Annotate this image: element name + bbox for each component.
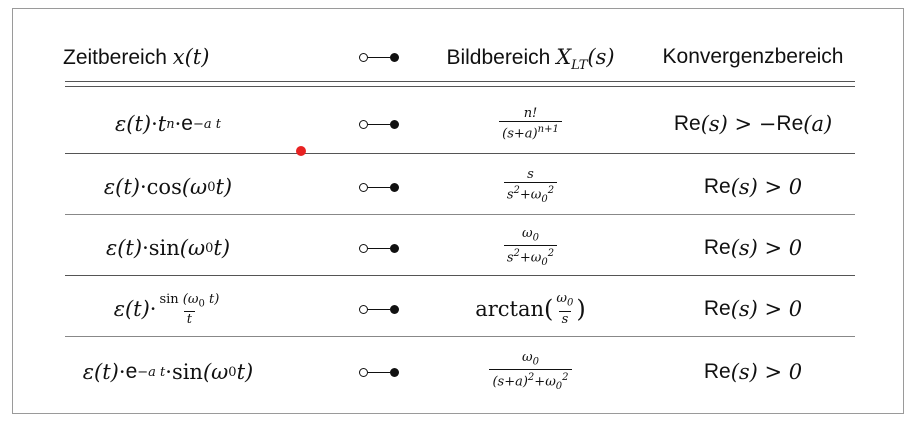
row1-num: n! <box>523 106 538 122</box>
table-row: ε(t) · sin (ω0 t) t arctan (ω0 s) Re (s) >… <box>13 279 905 339</box>
row4-image: arctan (ω0 s) <box>475 291 586 327</box>
row3-convergence: Re (s) > 0 <box>703 236 803 260</box>
row1-fraction: n! (s+a)n+1 <box>499 106 562 142</box>
row5-convergence: Re (s) > 0 <box>703 360 803 384</box>
row2-time: ε(t) · cos (ω 0 t) <box>103 175 233 199</box>
row1-image: n! (s+a)n+1 <box>423 94 638 154</box>
header-double-rule-top <box>65 81 855 82</box>
row1-dot2: · <box>174 112 182 136</box>
row-rule <box>65 336 855 337</box>
table-row: ε(t) · cos (ω 0 t) s s2+ω02 Re (s) > 0 <box>13 157 905 217</box>
row2-correspondence <box>339 157 419 217</box>
row2-fraction: s s2+ω02 <box>503 167 558 207</box>
header-image-var: X <box>556 45 572 69</box>
row5-image: ω0 (s+a)2+ω02 <box>423 342 638 402</box>
correspondence-icon <box>359 243 399 253</box>
row-rule <box>65 275 855 276</box>
header-time-var: x(t) <box>172 45 210 69</box>
row1-n: n <box>166 116 175 132</box>
correspondence-icon <box>359 182 399 192</box>
correspondence-icon <box>359 367 399 377</box>
correspondence-icon <box>359 119 399 129</box>
row2-image: s s2+ω02 <box>423 157 638 217</box>
row4-time: ε(t) · sin (ω0 t) t <box>13 279 323 339</box>
header-image-domain: Bildbereich XLT(s) <box>423 37 638 86</box>
row3-time: ε(t) · sin (ω 0 t) <box>105 236 231 260</box>
correspondence-icon <box>359 52 399 62</box>
header-image-sub: LT <box>571 58 588 74</box>
row4-fraction: ω0 s <box>556 291 574 327</box>
row1-eps: ε(t) <box>115 112 152 136</box>
row1-t: t <box>157 112 167 136</box>
row4-correspondence <box>339 279 419 339</box>
header-image-label: Bildbereich <box>446 46 551 69</box>
row3-fraction: ω0 s2+ω02 <box>503 226 558 271</box>
cursor-dot <box>296 146 306 156</box>
header-double-rule-bottom <box>65 86 855 87</box>
correspondence-icon <box>359 304 399 314</box>
row4-time-fraction: sin (ω0 t) t <box>159 291 220 328</box>
header-time-domain: Zeitbereich x(t) <box>63 37 209 78</box>
row5-correspondence <box>339 342 419 402</box>
header-convergence: Konvergenzbereich <box>662 45 844 68</box>
row1-exp: −a t <box>192 116 221 132</box>
row-rule <box>65 153 855 154</box>
table-header: Zeitbereich x(t) Bildbereich XLT(s) Konv… <box>13 37 905 77</box>
table-row: ε(t) · sin (ω 0 t) ω0 s2+ω02 Re (s) > 0 <box>13 218 905 278</box>
laplace-table: Zeitbereich x(t) Bildbereich XLT(s) Konv… <box>12 8 904 414</box>
row1-dot: · <box>151 112 158 136</box>
row5-time: ε(t) · e −a t · sin (ω 0 t) <box>82 360 254 384</box>
header-time-label: Zeitbereich <box>63 46 167 69</box>
table-row: ε(t) · e −a t · sin (ω 0 t) ω0 (s+a)2+ω02 … <box>13 342 905 402</box>
row5-fraction: ω0 (s+a)2+ω02 <box>489 350 572 395</box>
row3-image: ω0 s2+ω02 <box>423 218 638 278</box>
row1-correspondence <box>339 94 419 154</box>
row1-den: (s+a)n+1 <box>499 121 562 142</box>
row4-convergence: Re (s) > 0 <box>703 297 803 321</box>
row2-convergence: Re (s) > 0 <box>703 175 803 199</box>
row3-correspondence <box>339 218 419 278</box>
header-image-arg: (s) <box>587 45 615 69</box>
row1-e: e <box>181 112 193 135</box>
row-rule <box>65 214 855 215</box>
row1-convergence: Re (s) > − Re (a) <box>673 112 833 136</box>
header-correspondence <box>339 37 419 77</box>
